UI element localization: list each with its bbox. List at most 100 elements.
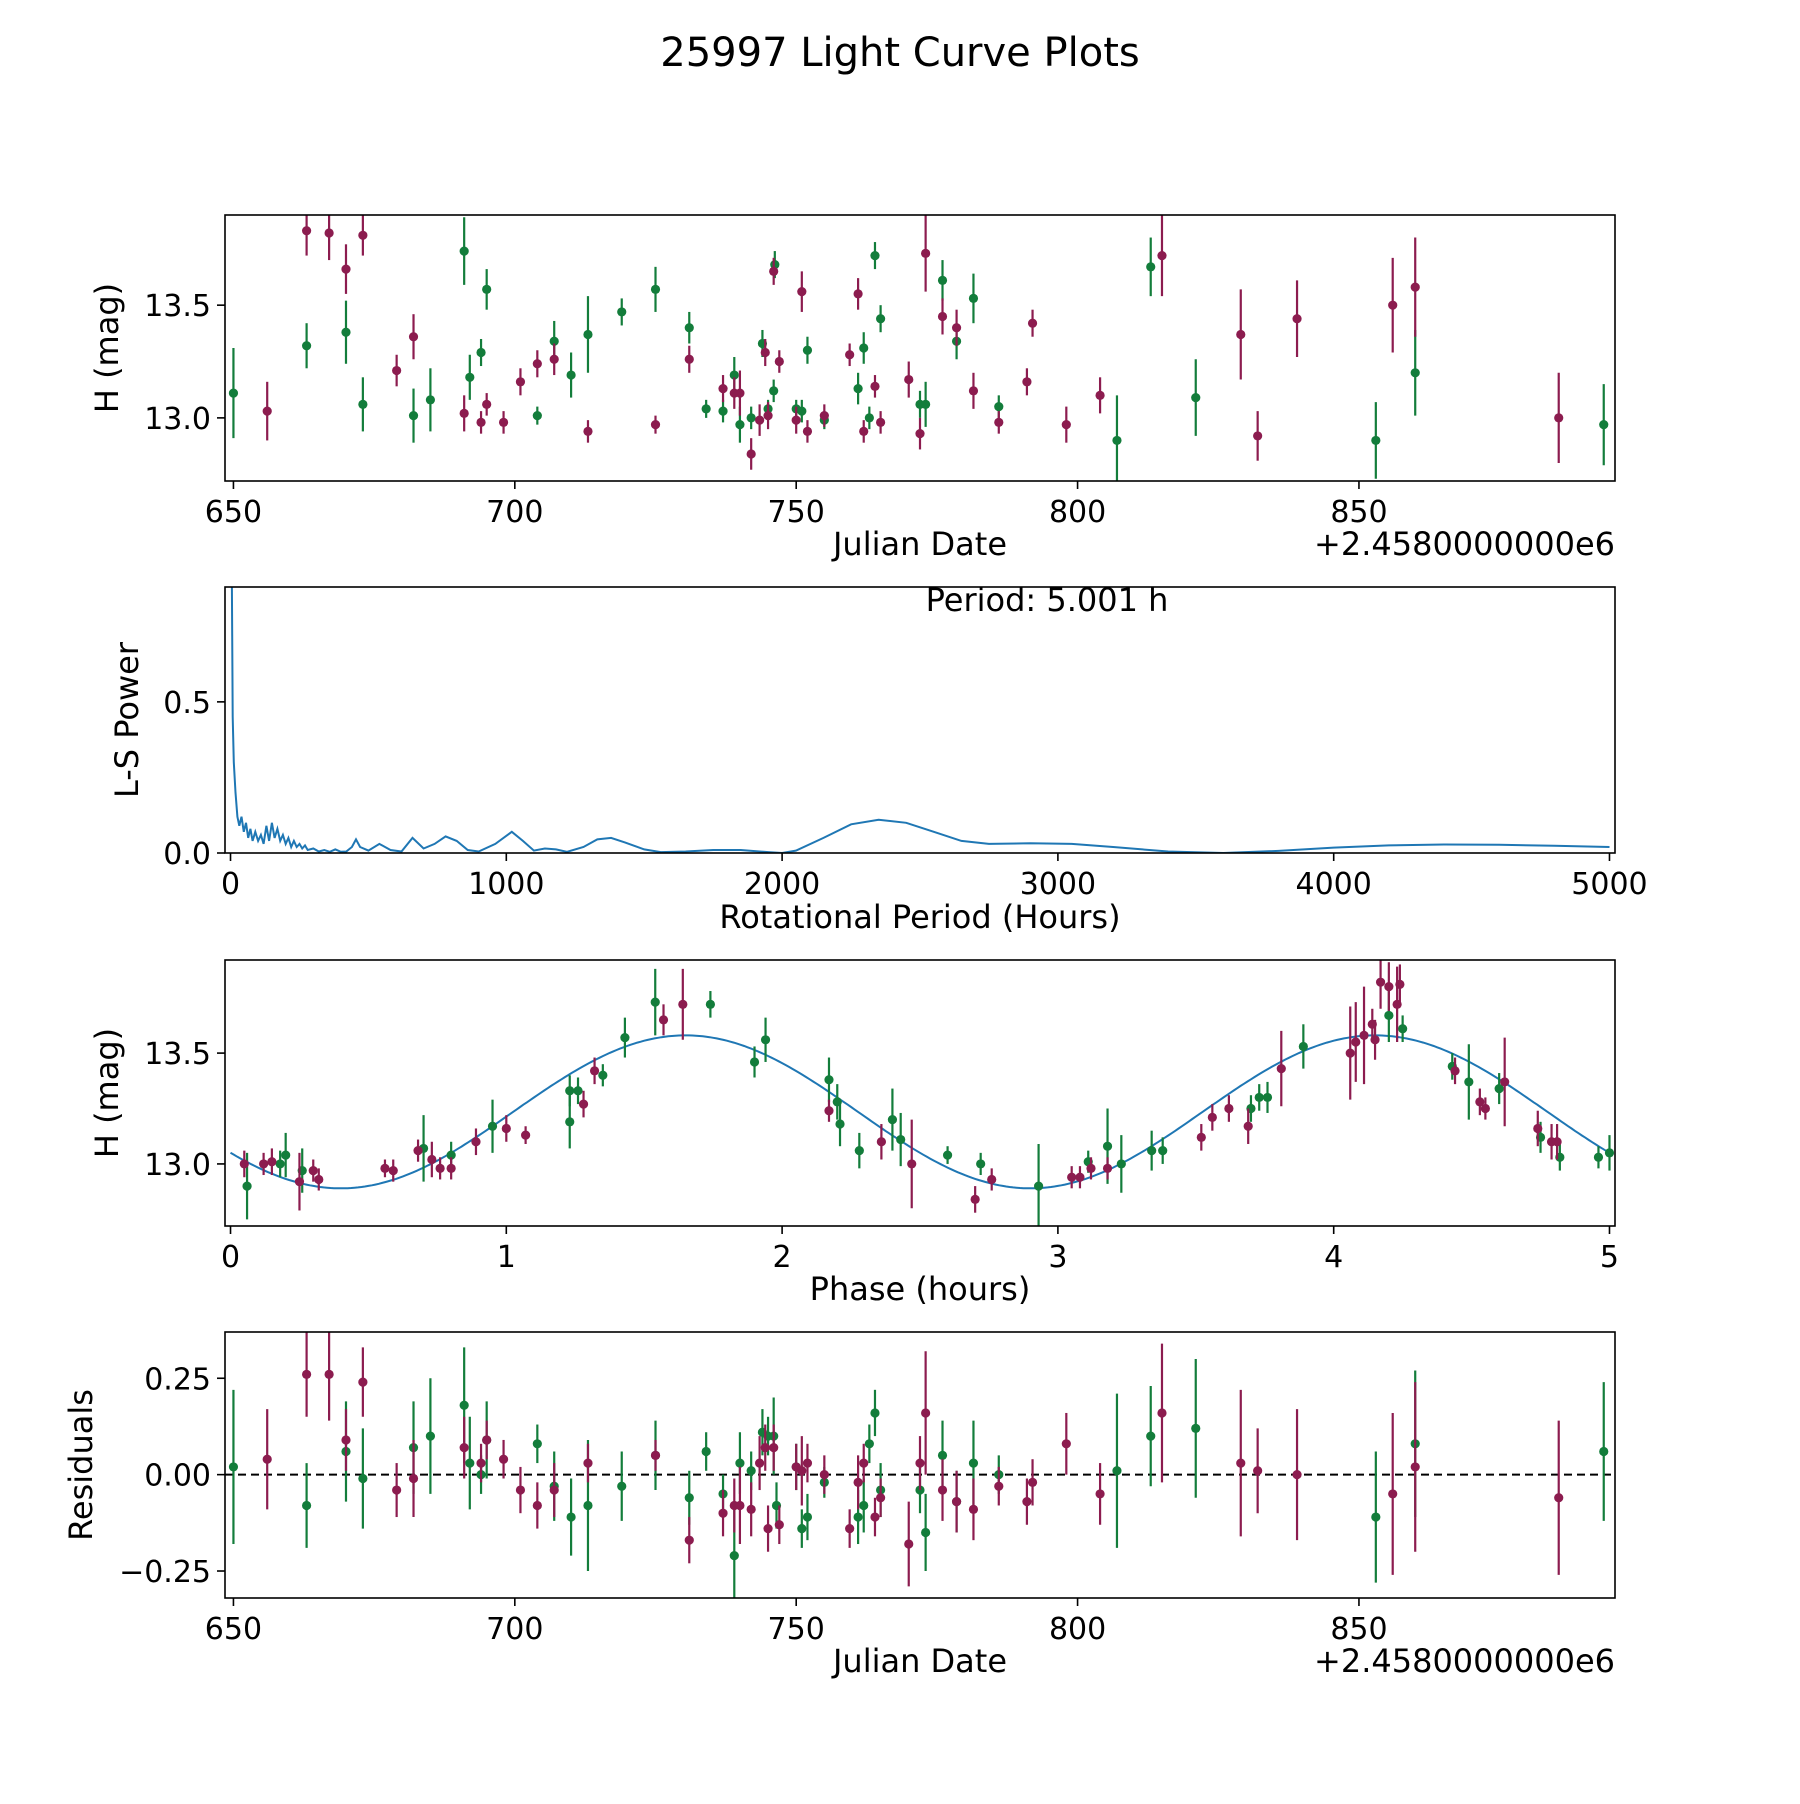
data-point [705,999,715,1009]
data-point [1388,1489,1398,1499]
model-fit-curve [230,1034,1610,1190]
x-tick-label: 1 [497,1240,516,1275]
data-point [853,289,863,299]
data-point [735,420,745,430]
data-point [921,1408,931,1418]
y-tick-label: 13.0 [144,402,211,437]
data-point [845,1524,855,1534]
data-point [465,1458,475,1468]
data-point [770,259,780,270]
data-point [301,341,312,351]
x-axis-label: Rotational Period (Hours) [719,898,1120,936]
data-point [324,228,334,238]
data-point [259,1159,269,1169]
data-point [718,406,728,416]
data-point [802,345,813,355]
data-point [1191,392,1201,403]
data-point [678,999,688,1009]
data-point [760,1035,771,1045]
x-axis-label: Phase (hours) [810,1270,1031,1308]
data-point [876,1137,886,1147]
data-point [853,1512,863,1522]
data-point [1102,1163,1113,1173]
data-point [760,1443,770,1453]
x-tick-label: 700 [486,1612,543,1647]
data-point [583,1500,593,1511]
data-point [1102,1141,1113,1151]
data-point [228,388,239,398]
y-tick-label: −0.25 [119,1555,211,1590]
data-point [598,1070,608,1080]
data-point [1095,1489,1105,1499]
data-point [267,1157,277,1167]
data-point [275,1159,285,1169]
data-point [729,370,739,380]
data-point [968,386,979,396]
data-point [487,1121,498,1131]
power-spectrum-line [230,587,1610,853]
data-point [1254,1092,1264,1103]
data-point [1410,1462,1420,1472]
data-point [1116,1159,1126,1169]
data-point [446,1150,456,1160]
data-point [1033,1181,1044,1191]
data-point [301,1369,312,1380]
data-point [1027,1477,1038,1487]
data-point [532,1500,542,1511]
y-axis-label: H (mag) [88,1028,126,1158]
data-point [1599,420,1609,430]
data-point [760,347,770,358]
data-point [476,347,486,358]
y-tick-label: 13.5 [144,289,211,324]
data-point [1027,318,1038,328]
data-point [907,1159,917,1169]
data-point [1450,1066,1460,1076]
data-point [427,1154,437,1165]
data-point [797,1466,807,1476]
data-point [769,386,779,396]
data-point [380,1163,390,1173]
data-point [465,372,475,382]
data-point [802,1458,813,1468]
data-point [864,413,874,423]
data-point [435,1163,445,1173]
data-point [746,413,756,423]
data-point [566,1512,576,1522]
data-point [876,417,886,427]
x-tick-label: 750 [768,495,825,530]
residuals-axes-frame [224,1331,1616,1599]
data-point [565,1086,575,1096]
data-point [1207,1112,1217,1122]
y-tick-label: 13.5 [144,1037,211,1072]
data-point [887,1115,898,1125]
data-point [937,1450,948,1460]
data-point [864,1439,874,1449]
data-point [341,1435,351,1445]
data-point [729,1550,739,1561]
data-point [1384,1010,1394,1021]
data-point [987,1174,997,1185]
data-point [281,1150,291,1160]
x-tick-label: 0 [221,1240,240,1275]
data-point [1196,1132,1206,1142]
phased-lightcurve-plot: 0 1 2 3 4 5 13.0 13.5 Phase (hours) H (mag) [88,959,1619,1308]
data-point [797,406,807,416]
data-point [589,1066,600,1076]
data-point [904,1539,914,1549]
x-tick-label: 650 [205,495,262,530]
x-tick-label: 650 [205,1612,262,1647]
data-point [446,1163,456,1173]
data-point [617,1481,627,1491]
data-point [459,1400,469,1410]
data-point [746,1466,756,1476]
data-point [1067,1172,1077,1182]
data-point [970,1194,980,1204]
data-point [1410,282,1420,292]
data-point [1146,1431,1156,1441]
data-point [239,1159,249,1169]
data-point [1552,1137,1562,1147]
x-tick-label: 2000 [744,867,820,902]
data-point [1395,979,1405,989]
data-point [854,1146,864,1156]
residuals-data-layer [225,1332,1615,1598]
